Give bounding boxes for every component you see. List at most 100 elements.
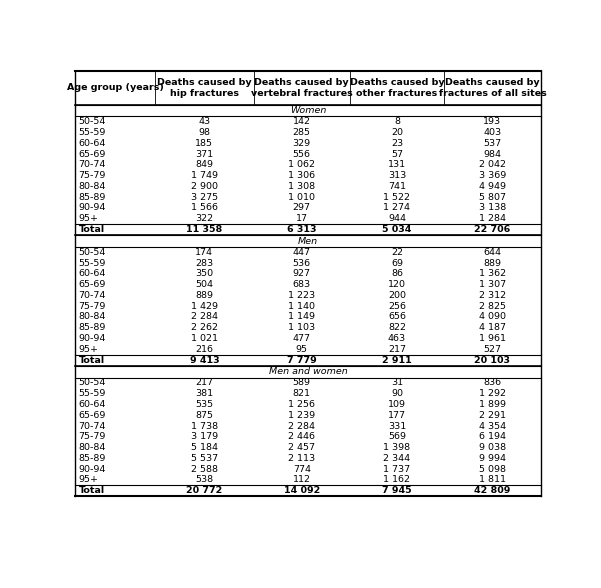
Text: 836: 836 (483, 379, 501, 387)
Text: 1 284: 1 284 (479, 214, 506, 223)
Text: 75-79: 75-79 (78, 302, 106, 310)
Text: 1 223: 1 223 (288, 291, 316, 300)
Text: 6 313: 6 313 (287, 225, 317, 234)
Text: 112: 112 (293, 476, 311, 485)
Text: 589: 589 (293, 379, 311, 387)
Text: 142: 142 (293, 117, 311, 126)
Text: 3 369: 3 369 (479, 171, 506, 180)
Text: 7 945: 7 945 (382, 486, 412, 495)
Text: 683: 683 (293, 280, 311, 289)
Text: 6 194: 6 194 (479, 432, 506, 442)
Text: 69: 69 (391, 259, 403, 268)
Text: Women: Women (290, 106, 326, 115)
Text: 1 566: 1 566 (191, 203, 218, 212)
Text: 90-94: 90-94 (78, 334, 106, 343)
Text: 656: 656 (388, 312, 406, 322)
Text: 57: 57 (391, 149, 403, 159)
Text: 86: 86 (391, 269, 403, 278)
Text: 20 772: 20 772 (186, 486, 222, 495)
Text: 55-59: 55-59 (78, 259, 106, 268)
Text: 2 446: 2 446 (288, 432, 316, 442)
Text: 536: 536 (293, 259, 311, 268)
Text: 371: 371 (195, 149, 213, 159)
Text: 1 429: 1 429 (191, 302, 218, 310)
Text: 50-54: 50-54 (78, 248, 106, 257)
Text: 2 457: 2 457 (288, 443, 316, 452)
Text: 2 284: 2 284 (288, 422, 316, 430)
Text: 889: 889 (195, 291, 213, 300)
Text: 1 140: 1 140 (288, 302, 316, 310)
Text: 131: 131 (388, 161, 406, 169)
Text: 774: 774 (293, 465, 311, 473)
Text: 1 103: 1 103 (288, 323, 316, 332)
Text: 14 092: 14 092 (284, 486, 320, 495)
Text: 1 292: 1 292 (479, 389, 506, 398)
Text: 556: 556 (293, 149, 311, 159)
Text: 538: 538 (195, 476, 213, 485)
Text: 50-54: 50-54 (78, 379, 106, 387)
Text: 1 162: 1 162 (383, 476, 410, 485)
Text: 11 358: 11 358 (186, 225, 222, 234)
Text: 285: 285 (293, 128, 311, 137)
Text: 447: 447 (293, 248, 311, 257)
Text: 313: 313 (388, 171, 406, 180)
Text: 43: 43 (198, 117, 210, 126)
Text: 65-69: 65-69 (78, 149, 106, 159)
Text: 875: 875 (195, 411, 213, 420)
Text: 1 362: 1 362 (479, 269, 506, 278)
Text: 55-59: 55-59 (78, 128, 106, 137)
Text: 80-84: 80-84 (78, 443, 106, 452)
Text: 177: 177 (388, 411, 406, 420)
Text: 85-89: 85-89 (78, 193, 106, 202)
Text: 70-74: 70-74 (78, 422, 106, 430)
Text: 322: 322 (195, 214, 213, 223)
Text: 31: 31 (391, 379, 403, 387)
Text: 85-89: 85-89 (78, 323, 106, 332)
Text: 4 187: 4 187 (479, 323, 506, 332)
Text: 1 811: 1 811 (479, 476, 506, 485)
Text: 644: 644 (483, 248, 501, 257)
Text: 8: 8 (394, 117, 400, 126)
Text: Deaths caused by
other fractures: Deaths caused by other fractures (350, 78, 444, 98)
Text: 1 306: 1 306 (288, 171, 316, 180)
Text: 2 900: 2 900 (191, 182, 218, 191)
Text: 98: 98 (198, 128, 210, 137)
Text: 569: 569 (388, 432, 406, 442)
Text: 1 307: 1 307 (479, 280, 506, 289)
Text: 95+: 95+ (78, 214, 99, 223)
Text: 1 738: 1 738 (191, 422, 218, 430)
Text: 20: 20 (391, 128, 403, 137)
Text: 17: 17 (296, 214, 308, 223)
Text: Deaths caused by
vertebral fractures: Deaths caused by vertebral fractures (251, 78, 353, 98)
Text: 4 090: 4 090 (479, 312, 506, 322)
Text: 527: 527 (483, 345, 501, 354)
Text: 60-64: 60-64 (78, 269, 106, 278)
Text: Deaths caused by
fractures of all sites: Deaths caused by fractures of all sites (439, 78, 546, 98)
Text: 4 354: 4 354 (479, 422, 506, 430)
Text: 821: 821 (293, 389, 311, 398)
Text: 90-94: 90-94 (78, 465, 106, 473)
Text: 1 899: 1 899 (479, 400, 506, 409)
Text: 3 179: 3 179 (191, 432, 218, 442)
Text: 2 344: 2 344 (383, 454, 410, 463)
Text: 984: 984 (483, 149, 501, 159)
Text: 1 149: 1 149 (288, 312, 316, 322)
Text: Total: Total (78, 356, 105, 365)
Text: 2 825: 2 825 (479, 302, 506, 310)
Text: 60-64: 60-64 (78, 139, 106, 148)
Text: 55-59: 55-59 (78, 389, 106, 398)
Text: 1 308: 1 308 (288, 182, 316, 191)
Text: 1 274: 1 274 (383, 203, 410, 212)
Text: 537: 537 (483, 139, 501, 148)
Text: 283: 283 (195, 259, 213, 268)
Text: Age group (years): Age group (years) (67, 83, 163, 92)
Text: 1 239: 1 239 (288, 411, 316, 420)
Text: 95: 95 (296, 345, 308, 354)
Text: 927: 927 (293, 269, 311, 278)
Text: 7 779: 7 779 (287, 356, 317, 365)
Text: 329: 329 (293, 139, 311, 148)
Text: 5 537: 5 537 (191, 454, 218, 463)
Text: 60-64: 60-64 (78, 400, 106, 409)
Text: 95+: 95+ (78, 476, 99, 485)
Text: 1 737: 1 737 (383, 465, 410, 473)
